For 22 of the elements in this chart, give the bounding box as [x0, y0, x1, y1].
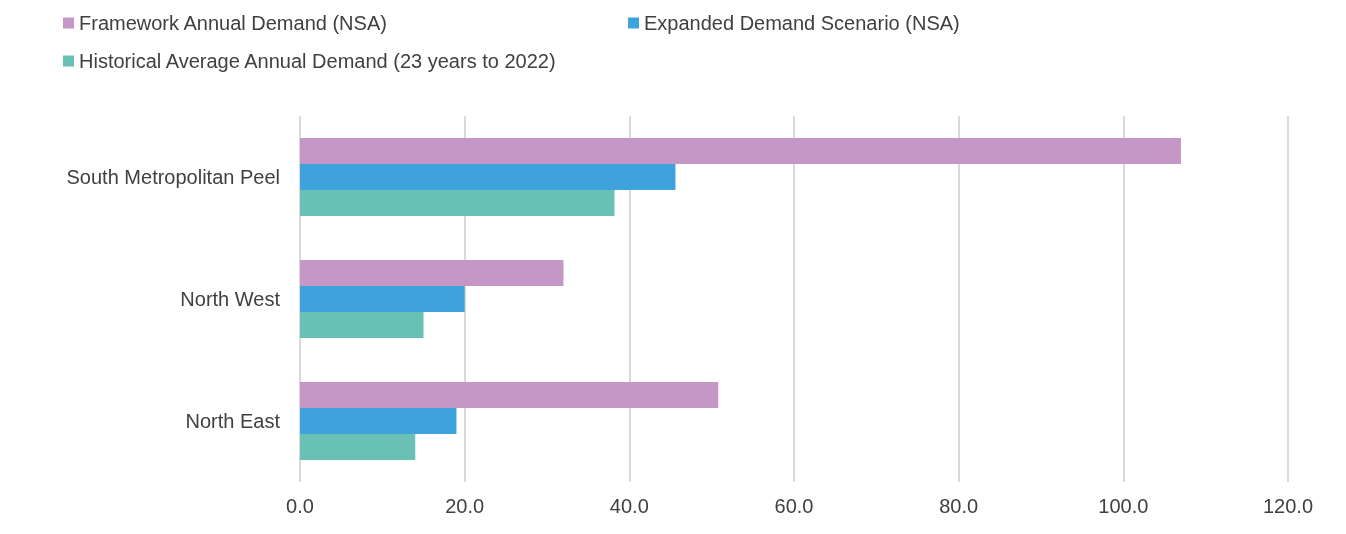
y-tick-label: North West	[180, 288, 281, 310]
x-tick-label: 120.0	[1262, 495, 1314, 517]
x-tick-label: 20.0	[445, 495, 485, 517]
bar	[300, 434, 416, 460]
bar	[300, 138, 1181, 164]
bar	[300, 286, 465, 312]
bar	[300, 312, 424, 338]
bar	[300, 164, 676, 190]
x-tick-label: 60.0	[774, 495, 814, 517]
x-tick-label: 80.0	[939, 495, 979, 517]
x-tick-label: 100.0	[1098, 495, 1149, 517]
bar	[300, 260, 564, 286]
legend-label: Historical Average Annual Demand (23 years to 2022)	[79, 50, 556, 72]
bar	[300, 382, 719, 408]
x-tick-label: 0.0	[286, 495, 314, 517]
legend-label: Expanded Demand Scenario (NSA)	[643, 12, 960, 34]
bar	[300, 190, 615, 216]
legend-label: Framework Annual Demand (NSA)	[79, 12, 387, 34]
x-tick-label: 40.0	[609, 495, 649, 517]
y-tick-label: South Metropolitan Peel	[66, 166, 280, 188]
y-tick-label: North East	[185, 410, 281, 432]
bar	[300, 408, 457, 434]
